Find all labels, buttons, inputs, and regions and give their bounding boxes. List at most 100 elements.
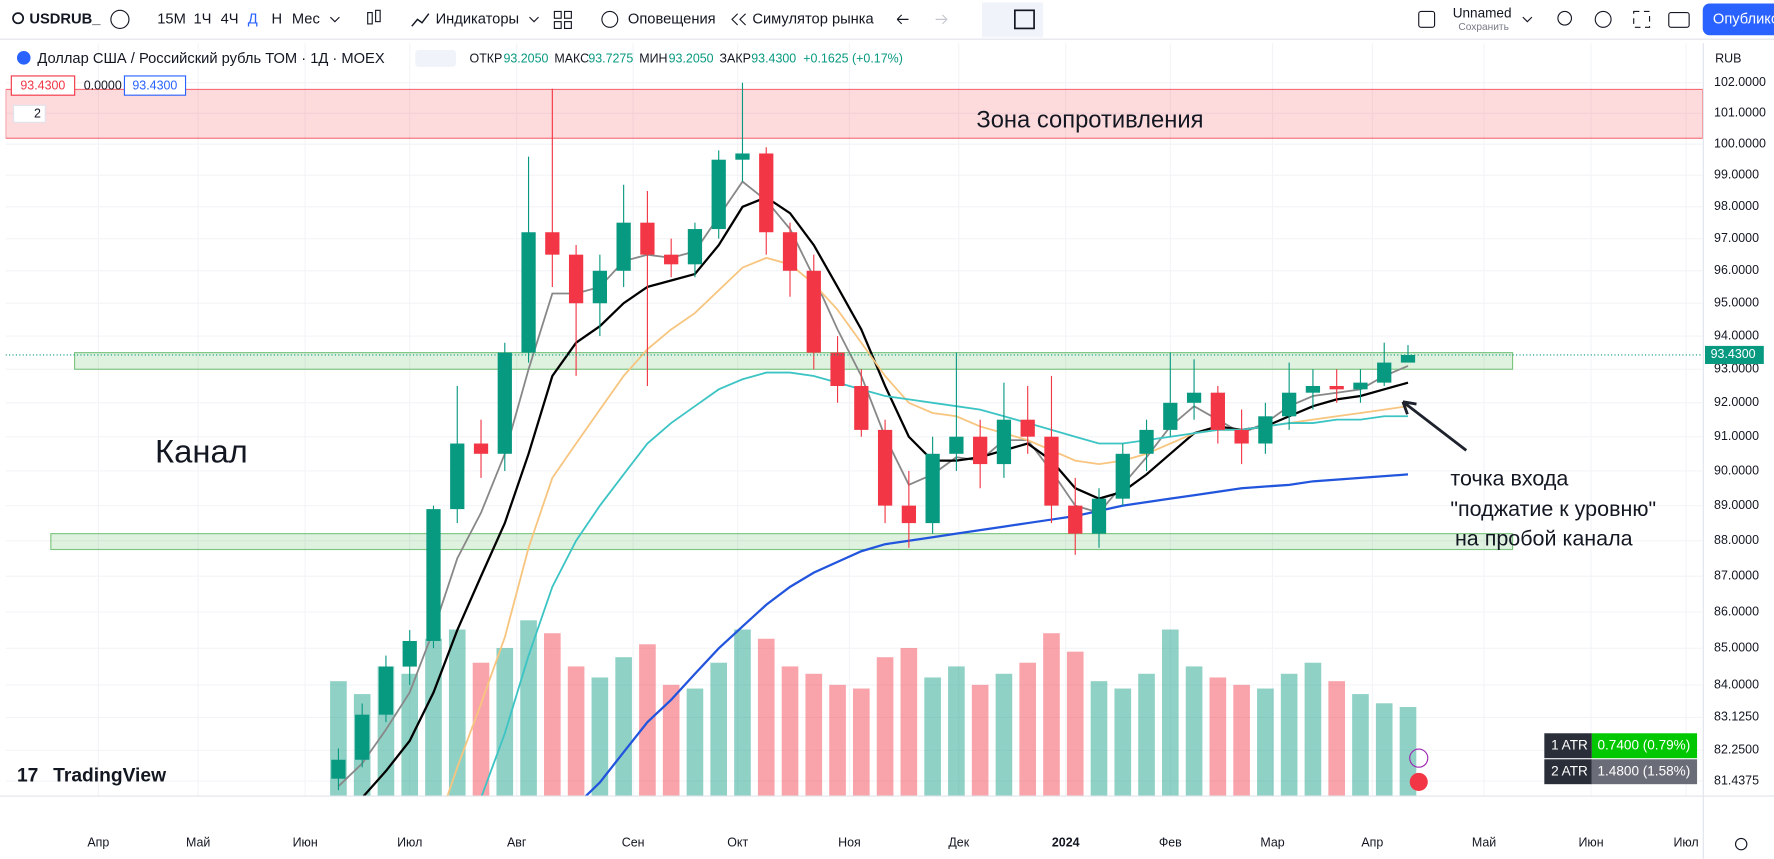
ohlc-change: +0.1625 (+0.17%) [803, 51, 903, 65]
y-tick-label: 84.0000 [1714, 677, 1759, 691]
layout-checkbox[interactable] [1418, 10, 1436, 28]
candle-body [1234, 429, 1249, 444]
alerts-button[interactable]: Оповещения [628, 11, 716, 27]
moving-average [480, 371, 1408, 796]
redo[interactable] [935, 14, 948, 25]
replay-icon[interactable] [731, 13, 746, 26]
y-tick-label: 91.0000 [1714, 429, 1759, 443]
x-tick-label: Апр [1361, 835, 1383, 849]
x-tick-label: Апр [87, 835, 109, 849]
interval[interactable]: 4Ч [221, 11, 239, 27]
interval[interactable]: 15М [157, 11, 186, 27]
volume-bar [1114, 688, 1132, 796]
volume-bar [1399, 706, 1417, 796]
candle-body [806, 270, 821, 353]
x-tick-label: Дек [948, 835, 969, 849]
badge-text: 0.0000 [84, 78, 122, 92]
atr-value: 1.4800 (1.58%) [1598, 763, 1691, 778]
fullscreen-icon[interactable] [1633, 10, 1651, 28]
candle-body [1400, 354, 1416, 363]
volume-bar [1138, 673, 1155, 796]
fullscreen-select-icon[interactable] [1013, 9, 1035, 30]
candle-body [1115, 453, 1130, 499]
candle-body [782, 232, 798, 271]
volume-bar [995, 673, 1013, 796]
volume-bar [1066, 651, 1084, 796]
zone [74, 352, 1514, 370]
axis-settings[interactable] [1734, 837, 1748, 851]
volume-bar [520, 620, 537, 796]
volume-bar [1280, 673, 1298, 796]
candle-body [1020, 419, 1035, 437]
ohlc-value: 93.2050 [669, 51, 714, 65]
candle-body [973, 436, 988, 465]
event-icon[interactable] [1409, 772, 1428, 791]
publish-label[interactable]: Опубликовать [1713, 11, 1774, 27]
replay-button[interactable]: Симулятор рынка [752, 11, 874, 27]
volume-bar [924, 677, 941, 796]
save-link[interactable]: Сохранить [1458, 22, 1509, 33]
chart-title: Доллар США / Российский рубль ТОМ · 1Д ·… [37, 51, 385, 67]
candle-body [450, 443, 465, 510]
screenshot-icon[interactable] [1668, 12, 1690, 28]
badge-text: 93.4300 [132, 78, 177, 92]
interval[interactable]: Н [272, 11, 283, 27]
chevron[interactable] [529, 16, 539, 23]
indicators-icon[interactable] [411, 13, 430, 27]
volume-bar [1019, 662, 1037, 796]
annotation: Канал [155, 432, 248, 469]
symbol[interactable]: USDRUB_ [29, 11, 101, 27]
publish-button[interactable] [1702, 3, 1774, 36]
event-icon[interactable] [1409, 748, 1429, 768]
candle-body [1139, 429, 1154, 454]
y-tick-label: 87.0000 [1714, 568, 1759, 582]
search-icon[interactable] [1557, 10, 1573, 26]
interval[interactable]: Д [248, 11, 258, 27]
chart-type-icon[interactable] [367, 9, 381, 25]
volume-bar [1233, 684, 1250, 796]
indicator-toggle[interactable] [13, 104, 46, 123]
undo[interactable] [896, 14, 909, 25]
volume-bar [1090, 681, 1108, 796]
ohlc-value: 93.7275 [588, 51, 633, 65]
ohlc-value: 93.4300 [751, 51, 796, 65]
currency[interactable]: RUB [1715, 51, 1741, 65]
chevron[interactable] [1522, 16, 1533, 23]
layout-name[interactable]: Unnamed [1453, 5, 1512, 20]
y-tick-label: 97.0000 [1714, 231, 1759, 245]
volume-bar [591, 677, 609, 796]
annotation: на пробой канала [1455, 526, 1633, 550]
ohlc-value: 93.2050 [503, 51, 548, 65]
volume-bar [876, 657, 894, 796]
x-tick-label: Июл [1673, 835, 1698, 849]
candle-body [1282, 392, 1297, 417]
volume-bar [567, 666, 585, 796]
x-tick-label: 2024 [1052, 835, 1080, 849]
indicators-button[interactable]: Индикаторы [436, 11, 519, 27]
y-tick-label: 94.0000 [1714, 328, 1759, 342]
y-tick-label: 96.0000 [1714, 263, 1759, 277]
interval[interactable]: 1Ч [193, 11, 211, 27]
interval[interactable]: Мес [292, 11, 320, 27]
indicator-count[interactable]: 2 [34, 107, 41, 121]
candle-body [521, 232, 536, 353]
volume-bar [853, 688, 870, 796]
templates-icon[interactable] [553, 10, 572, 29]
search-icon[interactable] [12, 12, 25, 25]
alert-icon[interactable] [601, 10, 619, 28]
y-tick-label: 89.0000 [1714, 498, 1759, 512]
candle-body [1186, 392, 1202, 403]
volume-bar [1257, 688, 1274, 796]
arrow [1401, 400, 1468, 452]
chevron[interactable] [329, 16, 340, 23]
candle-body [1353, 382, 1368, 390]
atr-cell [1544, 759, 1592, 785]
settings-icon[interactable] [1594, 10, 1612, 28]
volume-bar [448, 629, 466, 796]
header-toggle[interactable] [415, 49, 456, 67]
x-tick-label: Сен [622, 835, 645, 849]
y-tick-label: 95.0000 [1714, 296, 1759, 310]
add-symbol[interactable] [110, 9, 130, 29]
volume-bar [639, 644, 656, 796]
